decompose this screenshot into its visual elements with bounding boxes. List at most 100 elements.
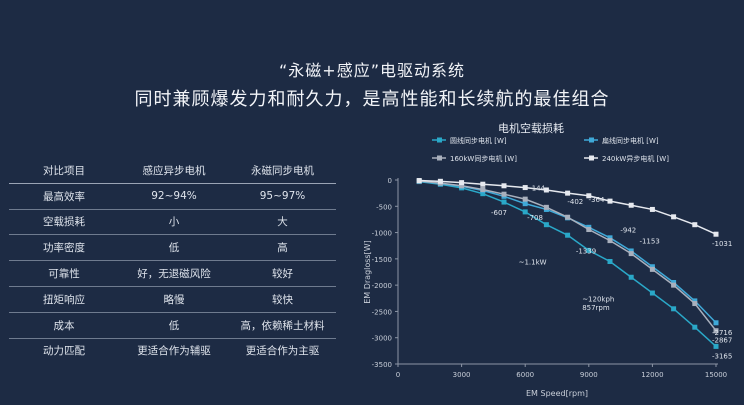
data-point xyxy=(586,193,592,199)
table-cell: 更适合作为主驱 xyxy=(245,345,320,358)
legend-marker xyxy=(589,137,594,143)
data-point xyxy=(607,235,613,241)
data-point xyxy=(522,185,528,191)
data-point xyxy=(692,298,698,304)
y-axis-title: EM Dragloss[W] xyxy=(363,240,372,304)
chart-title: 电机空载损耗 xyxy=(498,122,564,135)
data-point xyxy=(628,251,634,257)
header-cell: 感应异步电机 xyxy=(142,164,206,177)
table-cell: 好，无退磁风险 xyxy=(137,268,211,281)
data-point xyxy=(565,214,571,220)
data-point xyxy=(713,231,719,237)
x-tick-label: 15000 xyxy=(705,371,727,379)
table-row: 可靠性 好，无退磁风险 较好 xyxy=(9,261,336,287)
table-cell: 动力匹配 xyxy=(43,345,85,358)
data-annotation: -942 xyxy=(620,227,636,235)
data-point xyxy=(713,320,719,326)
table-cell: 92~94% xyxy=(151,190,197,203)
table-cell: 95~97% xyxy=(259,190,306,203)
data-point xyxy=(459,180,465,186)
data-annotation: -2716 xyxy=(712,329,733,337)
y-tick-label: -2500 xyxy=(372,308,392,316)
data-point xyxy=(416,178,422,184)
data-point xyxy=(713,328,719,334)
data-annotation: ~1.1kW xyxy=(519,258,547,266)
series-line xyxy=(419,180,717,347)
main-title: “永磁+感应”电驱动系统 xyxy=(279,61,465,80)
data-annotation: -708 xyxy=(527,214,543,222)
y-tick-label: -500 xyxy=(376,203,392,211)
table-row: 扭矩响应 略慢 较快 xyxy=(9,287,336,313)
y-tick-label: -3000 xyxy=(372,335,392,343)
comparison-table: 对比项目 感应异步电机 永磁同步电机 最高效率 92~94% 95~97% 空载… xyxy=(9,158,336,363)
data-annotation: -1339 xyxy=(576,247,596,255)
table-cell: 扭矩响应 xyxy=(43,293,85,306)
x-axis-title: EM Speed[rpm] xyxy=(526,389,588,398)
y-tick-label: -2000 xyxy=(372,282,392,290)
table-row: 功率密度 低 高 xyxy=(9,235,336,262)
header-cell: 永磁同步电机 xyxy=(251,164,314,177)
data-point xyxy=(501,199,507,205)
data-point xyxy=(543,222,549,228)
data-point xyxy=(607,238,613,244)
table-cell: 较好 xyxy=(272,268,293,281)
data-point xyxy=(649,206,655,212)
data-point xyxy=(586,247,592,253)
table-cell: 低 xyxy=(168,319,180,332)
data-point xyxy=(671,214,677,220)
data-point xyxy=(649,290,655,296)
data-point xyxy=(692,324,698,330)
table-cell: 空载损耗 xyxy=(43,216,85,229)
data-point xyxy=(565,232,571,238)
data-annotation: -364 xyxy=(589,196,605,204)
data-point xyxy=(713,343,719,349)
data-annotation: -3165 xyxy=(712,352,732,360)
legend-label: 圆线同步电机 [W] xyxy=(450,136,507,145)
y-tick-label: 0 xyxy=(388,177,392,185)
data-point xyxy=(459,183,465,189)
table-cell: 低 xyxy=(168,242,180,255)
table-cell: 高，依赖稀土材料 xyxy=(240,319,325,332)
data-point xyxy=(671,280,677,286)
data-point xyxy=(649,264,655,270)
table-cell: 功率密度 xyxy=(43,242,85,255)
data-annotation: ~120kph xyxy=(582,295,614,303)
data-annotation: -2867 xyxy=(712,337,732,345)
x-tick-label: 9000 xyxy=(580,371,598,379)
data-point xyxy=(522,196,528,202)
data-annotation: 857rpm xyxy=(582,304,610,312)
data-point xyxy=(501,183,507,189)
table-cell: 成本 xyxy=(53,319,75,332)
x-tick-label: 12000 xyxy=(641,371,663,379)
x-tick-label: 3000 xyxy=(453,371,471,379)
x-tick-label: 0 xyxy=(396,371,400,379)
y-tick-label: -1000 xyxy=(372,230,392,238)
header-cell: 对比项目 xyxy=(43,164,85,177)
data-point xyxy=(480,191,486,197)
table-cell: 略慢 xyxy=(163,293,185,306)
data-point xyxy=(607,258,613,264)
y-tick-label: -1500 xyxy=(372,256,392,264)
table-cell: 小 xyxy=(168,216,180,229)
data-point xyxy=(565,190,571,196)
table-cell: 大 xyxy=(277,216,288,229)
table-row: 空载损耗 小 大 xyxy=(9,210,336,236)
table-header-row: 对比项目 感应异步电机 永磁同步电机 xyxy=(9,158,336,184)
data-point xyxy=(628,202,634,208)
data-annotation: -607 xyxy=(491,209,507,217)
data-point xyxy=(692,222,698,228)
data-point xyxy=(501,191,507,197)
data-point xyxy=(522,209,528,215)
data-point xyxy=(628,274,634,280)
data-point xyxy=(671,306,677,312)
data-annotation: -402 xyxy=(567,198,583,206)
data-point xyxy=(692,301,698,307)
data-point xyxy=(607,198,613,204)
data-annotation: -1153 xyxy=(639,238,659,246)
data-annotation: -144 xyxy=(529,185,545,193)
data-point xyxy=(671,282,677,288)
table-cell: 较快 xyxy=(272,293,293,306)
data-point xyxy=(480,186,486,192)
data-point xyxy=(543,204,549,210)
